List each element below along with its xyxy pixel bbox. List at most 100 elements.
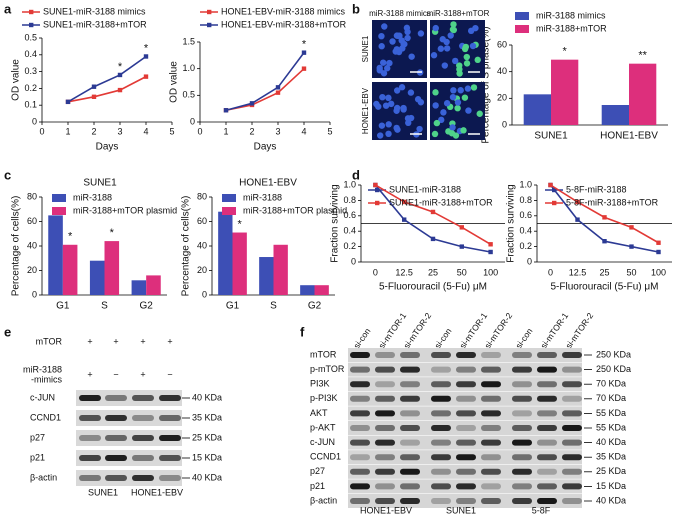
nucleus	[449, 93, 457, 101]
nucleus	[469, 42, 477, 50]
y-tick-label: 1.0	[343, 179, 356, 189]
band	[537, 454, 557, 461]
panel-letter: b	[352, 1, 360, 16]
legend-label: miR-3188	[243, 192, 282, 202]
blot-strip	[76, 470, 182, 486]
y-tick-label: 0	[32, 289, 37, 299]
x-tick-label: S	[270, 301, 277, 312]
band	[159, 475, 181, 481]
x-tick-label: 4	[301, 126, 306, 136]
bar	[146, 275, 161, 295]
panel-letter: c	[4, 167, 11, 182]
band	[456, 498, 476, 504]
size-label: 15 KDa	[192, 452, 222, 462]
size-label: 40 KDa	[596, 437, 626, 447]
point	[548, 182, 553, 188]
x-tick-label: 0	[373, 267, 378, 277]
band	[105, 455, 127, 461]
nucleus	[448, 130, 456, 137]
legend-swatch	[515, 25, 529, 33]
x-tick-label: 0	[548, 267, 553, 277]
x-axis-label: Days	[254, 142, 277, 153]
band	[431, 381, 451, 388]
point	[575, 217, 580, 222]
nucleus	[437, 45, 445, 52]
nucleus	[449, 124, 456, 131]
size-label: 70 KDa	[596, 393, 626, 403]
panel-letter: e	[4, 324, 11, 339]
nucleus	[378, 122, 386, 129]
bar	[89, 260, 105, 295]
band	[79, 475, 101, 481]
band	[132, 475, 154, 481]
band	[350, 498, 370, 504]
x-tick-label: 100	[483, 267, 498, 277]
band	[159, 415, 181, 421]
y-axis-label: OD value	[11, 59, 22, 101]
protein-label: AKT	[310, 408, 328, 418]
band	[537, 366, 557, 373]
blot-strip	[76, 450, 182, 466]
legend-label: miR-3188+mTOR plasmid	[243, 205, 347, 215]
band	[562, 410, 582, 417]
point	[117, 72, 123, 78]
band	[512, 468, 532, 475]
band	[400, 425, 420, 431]
cell-line-label: SUNE1	[446, 505, 476, 515]
band	[375, 439, 395, 446]
protein-label: β-actin	[30, 472, 57, 482]
y-axis-label: Percentage of cells(%)	[11, 196, 22, 297]
treatment-label: mTOR	[36, 336, 63, 346]
y-tick-label: 0.4	[343, 226, 356, 236]
nucleus	[407, 89, 415, 96]
point	[629, 244, 634, 249]
band	[350, 381, 370, 388]
point	[143, 74, 149, 79]
nucleus	[386, 59, 393, 67]
legend-label: miR-3188 mimics	[536, 10, 606, 20]
nucleus	[400, 106, 407, 113]
x-tick-label: 12.5	[569, 267, 587, 277]
treatment-sign: +	[87, 369, 92, 379]
point	[65, 99, 71, 105]
nucleus	[401, 40, 408, 48]
nucleus	[398, 84, 406, 91]
protein-label: p21	[310, 481, 325, 491]
band	[481, 483, 501, 490]
bar	[551, 59, 579, 125]
nucleus	[381, 23, 388, 30]
band	[132, 435, 154, 441]
nucleus	[461, 94, 469, 101]
y-tick-label: 0	[527, 256, 532, 266]
protein-label: c-JUN	[310, 437, 335, 447]
x-tick-label: 50	[626, 267, 636, 277]
y-tick-label: 60	[27, 216, 37, 226]
annotation: **	[638, 50, 647, 62]
nucleus	[405, 119, 412, 127]
y-tick-label: 0.5	[182, 90, 195, 100]
x-tick-label: G2	[139, 301, 153, 312]
nucleus	[450, 87, 457, 94]
size-label: 70 KDa	[596, 379, 626, 389]
bar	[300, 285, 315, 295]
bar	[62, 244, 78, 295]
x-tick-label: G2	[308, 301, 322, 312]
legend-label: HONE1-EBV-miR-3188 mimics	[221, 6, 346, 16]
lane-label: si-con	[513, 326, 534, 351]
band	[400, 395, 420, 402]
nucleus	[441, 62, 449, 69]
band	[562, 381, 582, 388]
point	[656, 249, 661, 255]
x-axis-label: 5-Fluorouracil (5-Fu) μM	[550, 282, 658, 293]
x-tick-label: 12.5	[395, 267, 413, 277]
x-tick-label: 100	[651, 267, 666, 277]
x-tick-label: 5	[169, 126, 174, 136]
bar	[48, 215, 63, 295]
band	[537, 410, 557, 417]
point	[488, 242, 493, 247]
point	[602, 239, 607, 244]
legend-label: HONE1-EBV-miR-3188+mTOR	[221, 19, 347, 29]
y-tick-label: 40	[27, 240, 37, 250]
band	[350, 454, 370, 461]
bar	[601, 105, 629, 125]
